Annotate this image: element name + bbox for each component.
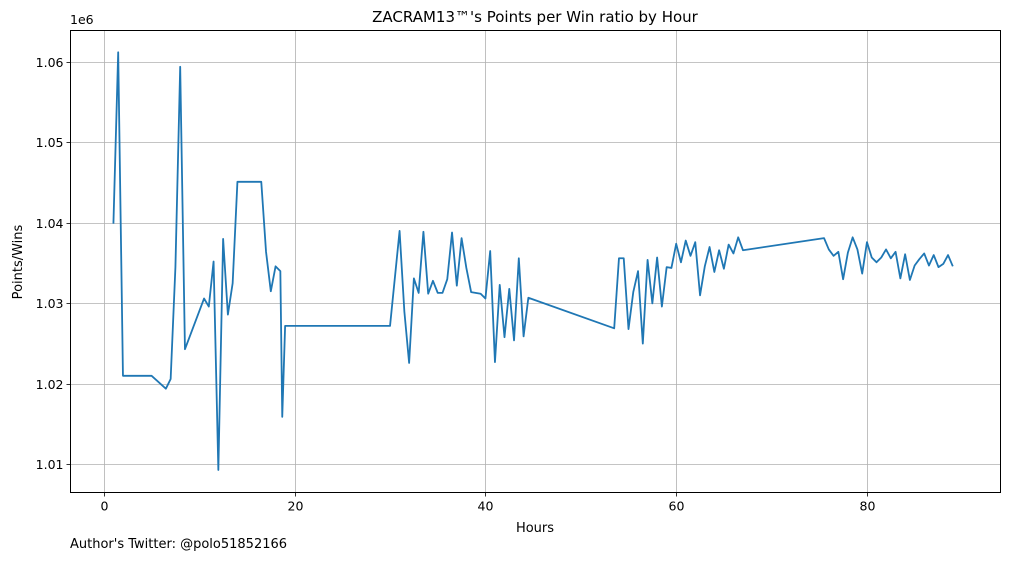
y-axis-label: Points/Wins [11, 224, 26, 299]
x-tick-label: 80 [860, 499, 876, 514]
y-gridlines [70, 62, 1001, 465]
author-credit: Author's Twitter: @polo51852166 [70, 537, 288, 552]
y-axis-offset-label: 1e6 [70, 12, 94, 27]
x-tick-label: 20 [288, 499, 304, 514]
series-line [112, 51, 954, 471]
x-tick-label: 40 [478, 499, 494, 514]
plot-frame [70, 30, 1001, 493]
y-tick-label: 1.01 [36, 457, 64, 472]
x-axis-ticks: 0 20 40 60 80 [101, 492, 876, 514]
chart-title: ZACRAM13™'s Points per Win ratio by Hour [372, 8, 698, 26]
x-tick-label: 60 [669, 499, 685, 514]
y-tick-label: 1.04 [36, 216, 64, 231]
y-tick-label: 1.05 [36, 135, 64, 150]
y-axis-ticks: 1.01 1.02 1.03 1.04 1.05 1.06 [36, 55, 71, 472]
x-gridlines [104, 30, 868, 493]
y-tick-label: 1.02 [36, 377, 64, 392]
y-tick-label: 1.06 [36, 55, 64, 70]
x-axis-label: Hours [516, 521, 554, 536]
x-tick-label: 0 [101, 499, 109, 514]
y-tick-label: 1.03 [36, 296, 64, 311]
plot-area [70, 30, 1001, 493]
